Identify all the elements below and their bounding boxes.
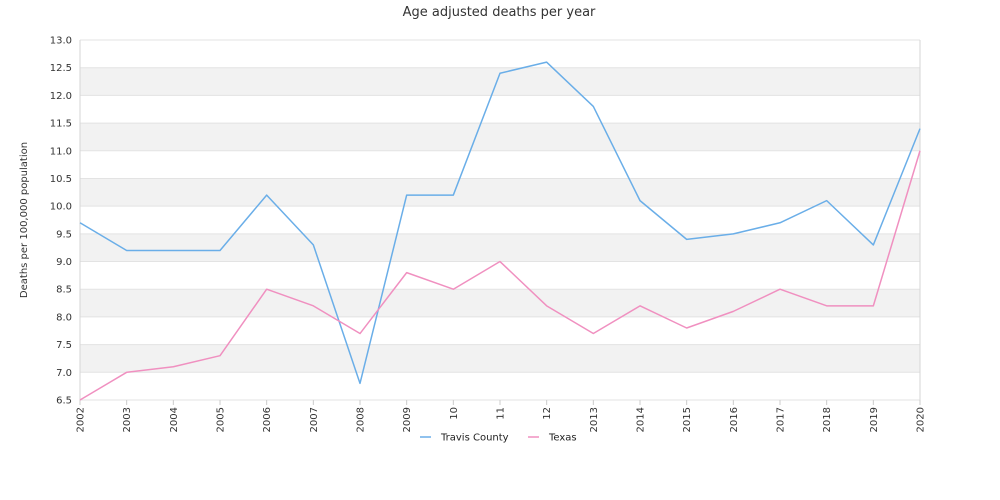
x-tick-label: 2019 — [869, 407, 880, 432]
grid-band — [80, 233, 920, 262]
y-axis-title: Deaths per 100,000 population — [19, 142, 30, 298]
y-tick-label: 9.0 — [56, 257, 72, 268]
y-tick-label: 8.5 — [56, 285, 72, 296]
x-tick-label: 2015 — [682, 407, 693, 432]
grid-band — [80, 123, 920, 151]
grid-band — [80, 178, 920, 207]
y-tick-label: 7.0 — [56, 368, 72, 379]
chart-title: Age adjusted deaths per year — [403, 5, 596, 20]
plot-area: 6.5 7.0 7.5 8.0 8.5 9.0 9.5 10.0 10.5 11.0 11.5 12.… — [50, 36, 927, 433]
x-tick-label: 2006 — [262, 407, 273, 432]
series-line-travis-county — [79, 61, 921, 385]
y-tick-label: 10.0 — [50, 202, 72, 213]
x-tick-label: 2016 — [729, 407, 740, 432]
x-tick-label: 2003 — [122, 407, 133, 432]
y-tick-label: 7.5 — [56, 340, 72, 351]
y-tick-label: 11.0 — [50, 146, 72, 157]
x-tick-label: 2009 — [402, 407, 413, 432]
x-tick-label: 2017 — [776, 407, 787, 432]
y-tick-label: 12.5 — [50, 63, 72, 74]
x-tick-label: 2004 — [169, 407, 180, 432]
legend-label: Texas — [548, 433, 577, 444]
y-tick-label: 12.0 — [50, 91, 72, 102]
x-tick-label: 11 — [496, 407, 507, 420]
y-tick-label: 8.0 — [56, 312, 72, 323]
x-tick-label: 12 — [542, 407, 553, 420]
x-tick-label: 2018 — [822, 407, 833, 432]
y-tick-label: 13.0 — [50, 36, 72, 47]
y-tick-label: 6.5 — [56, 396, 72, 407]
x-tick-label: 10 — [449, 407, 460, 420]
x-tick-label: 2008 — [356, 407, 367, 432]
series-line-texas — [79, 150, 921, 401]
y-tick-label: 9.5 — [56, 229, 72, 240]
x-tick-label: 2020 — [916, 407, 927, 432]
grid-band — [80, 67, 920, 96]
x-tick-label: 2005 — [216, 407, 227, 432]
y-tick-label: 10.5 — [50, 174, 72, 185]
x-tick-label: 2014 — [636, 407, 647, 432]
legend: Travis County Texas — [420, 433, 577, 444]
x-tick-label: 2013 — [589, 407, 600, 432]
x-tick-label: 2002 — [76, 407, 87, 432]
grid-band — [80, 289, 920, 317]
grid-band — [80, 344, 920, 373]
x-tick-label: 2007 — [309, 407, 320, 432]
y-tick-label: 11.5 — [50, 119, 72, 130]
legend-label: Travis County — [440, 433, 509, 444]
